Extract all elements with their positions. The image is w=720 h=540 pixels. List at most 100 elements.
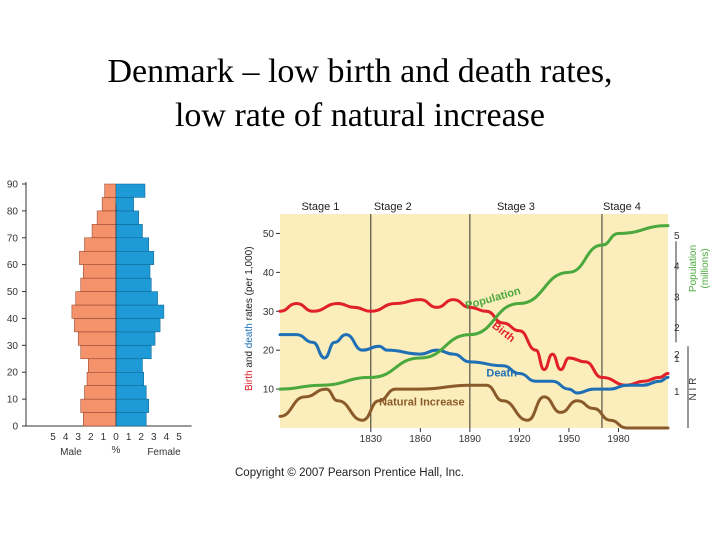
pyramid-age-tick-label: 60 xyxy=(7,260,19,271)
right-top-tick-label: 1 xyxy=(674,354,680,365)
stage-label: Stage 1 xyxy=(301,201,339,213)
pyramid-bar-female xyxy=(115,385,147,400)
pyramid-bar-male xyxy=(96,210,117,225)
left-y-axis-title-part: and xyxy=(244,348,255,370)
right-top-axis-title-2: (millions) xyxy=(700,248,711,288)
pyramid-label-male: Male xyxy=(60,447,82,458)
pyramid-bar-male xyxy=(71,304,117,319)
pyramid-bar-male xyxy=(80,398,117,413)
series-line-population xyxy=(278,224,670,391)
pyramid-bar-male xyxy=(80,345,117,360)
left-y-axis-title-part: death xyxy=(244,323,255,348)
pyramid-bar-male xyxy=(91,224,117,239)
chart-panel xyxy=(280,214,668,428)
pyramid-x-tick-label: 3 xyxy=(75,432,81,443)
stage-label: Stage 4 xyxy=(603,201,641,213)
pyramid-bar-male xyxy=(104,183,117,198)
pyramid-x-tick-label: 4 xyxy=(63,432,69,443)
left-y-tick-label: 30 xyxy=(263,307,275,318)
series-line-natural-increase xyxy=(278,383,670,430)
right-top-axis-title: Population xyxy=(688,245,699,292)
left-y-axis-title-part: rates (per 1,000) xyxy=(244,246,255,323)
stage-label: Stage 3 xyxy=(497,201,535,213)
pyramid-age-tick-label: 90 xyxy=(7,180,19,191)
title-line-1: Denmark – low birth and death rates, xyxy=(107,53,613,90)
pyramid-bar-female xyxy=(115,277,152,292)
pyramid-x-tick-label: 5 xyxy=(176,432,182,443)
pyramid-bar-male xyxy=(101,197,117,212)
pyramid-age-tick-label: 10 xyxy=(7,395,19,406)
curve-label-death: Death xyxy=(486,367,517,379)
left-y-tick-label: 10 xyxy=(263,385,275,396)
pyramid-bar-male xyxy=(86,371,117,386)
curve-label-natural-increase: Natural Increase xyxy=(379,396,465,408)
title-line-2: low rate of natural increase xyxy=(174,97,546,134)
pyramid-bar-female xyxy=(115,398,150,413)
x-tick-label: 1950 xyxy=(558,434,581,445)
series-line-birth xyxy=(278,298,670,387)
pyramid-age-tick-label: 30 xyxy=(7,341,19,352)
pyramid-bar-female xyxy=(115,318,161,333)
pyramid-x-tick-label: 3 xyxy=(151,432,157,443)
pyramid-bar-male xyxy=(88,358,117,373)
pyramid-bar-female xyxy=(115,197,134,212)
series-line-death xyxy=(278,333,670,395)
right-top-tick-label: 5 xyxy=(674,231,680,242)
pyramid-bar-male xyxy=(75,291,117,306)
pyramid-age-tick-label: 20 xyxy=(7,368,19,379)
pyramid-bar-female xyxy=(115,358,143,373)
pyramid-bar-female xyxy=(115,237,150,252)
left-y-tick-label: 50 xyxy=(263,229,275,240)
stage-label: Stage 2 xyxy=(374,201,412,213)
pyramid-bar-female xyxy=(115,224,143,239)
pyramid-bar-female xyxy=(115,371,144,386)
pyramid-bar-female xyxy=(115,331,156,346)
pyramid-bar-male xyxy=(77,331,117,346)
x-tick-label: 1860 xyxy=(409,434,432,445)
left-y-axis-title-part: Birth xyxy=(244,370,255,391)
right-top-tick-label: 3 xyxy=(674,292,680,303)
left-y-tick-label: 20 xyxy=(263,346,275,357)
pyramid-x-tick-label: 0 xyxy=(113,432,119,443)
slide-title: Denmark – low birth and death rates, low… xyxy=(0,50,720,138)
right-bottom-axis-title: N I R xyxy=(688,378,699,401)
pyramid-age-tick-label: 80 xyxy=(7,206,19,217)
pyramid-bar-female xyxy=(115,183,146,198)
pyramid-age-tick-label: 50 xyxy=(7,287,19,298)
pyramid-x-tick-label: 2 xyxy=(138,432,144,443)
pyramid-bar-male xyxy=(82,264,117,279)
pyramid-label-female: Female xyxy=(147,447,181,458)
pyramid-x-tick-label: 5 xyxy=(50,432,56,443)
right-top-tick-label: 2 xyxy=(674,323,680,334)
pyramid-bar-female xyxy=(115,264,151,279)
pyramid-bar-female xyxy=(115,412,147,427)
pyramid-x-tick-label: 1 xyxy=(101,432,107,443)
right-bottom-tick-label: 1 xyxy=(674,387,680,398)
pyramid-bar-male xyxy=(84,237,117,252)
x-tick-label: 1980 xyxy=(607,434,630,445)
x-tick-label: 1890 xyxy=(459,434,482,445)
pyramid-bar-male xyxy=(74,318,117,333)
pyramid-age-tick-label: 0 xyxy=(12,422,18,433)
copyright-text: Copyright © 2007 Pearson Prentice Hall, … xyxy=(235,467,464,479)
pyramid-age-tick-label: 40 xyxy=(7,314,19,325)
right-bottom-tick-label: 2 xyxy=(674,350,680,361)
pyramid-bar-male xyxy=(79,250,117,265)
pyramid-x-tick-label: 4 xyxy=(164,432,170,443)
left-y-tick-label: 40 xyxy=(263,268,275,279)
pyramid-x-tick-label: 1 xyxy=(126,432,132,443)
pyramid-bar-female xyxy=(115,291,158,306)
pyramid-bar-female xyxy=(115,345,152,360)
pyramid-bar-male xyxy=(84,385,117,400)
left-y-axis-title: Birth and death rates (per 1,000) xyxy=(244,246,255,391)
pyramid-bar-female xyxy=(115,250,155,265)
right-top-tick-label: 4 xyxy=(674,262,680,273)
pyramid-age-tick-label: 70 xyxy=(7,233,19,244)
demographic-transition-chart: Stage 1 Stage 2 Stage 3 Stage 4 10 20 30 40 50 18… xyxy=(244,201,711,445)
pyramid-label-percent: % xyxy=(112,445,121,456)
pyramid-bar-male xyxy=(82,412,117,427)
x-tick-label: 1830 xyxy=(360,434,383,445)
pyramid-bar-female xyxy=(115,210,139,225)
